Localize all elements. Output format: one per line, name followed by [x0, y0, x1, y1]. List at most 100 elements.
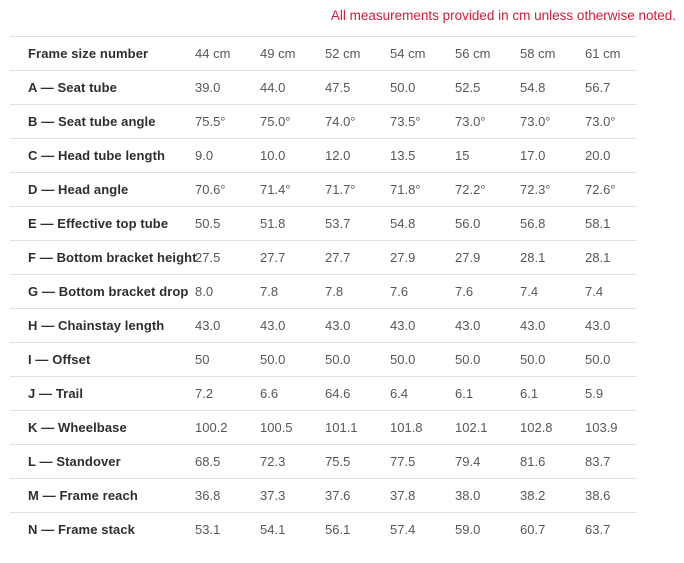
geometry-row-label: I — Offset — [28, 352, 91, 367]
geometry-value: 7.6 — [390, 284, 409, 299]
geometry-value: 81.6 — [520, 454, 546, 469]
geometry-value: 73.0° — [455, 114, 486, 129]
geometry-value: 75.5° — [195, 114, 226, 129]
geometry-value: 73.0° — [585, 114, 616, 129]
geometry-value: 64.6 — [325, 386, 351, 401]
geometry-row: H — Chainstay length 43.0 43.0 43.0 43.0 43.0… — [10, 308, 637, 342]
geometry-value: 38.0 — [455, 488, 481, 503]
geometry-row: F — Bottom bracket height 27.5 27.7 27.7 27.… — [10, 240, 637, 274]
frame-geometry-table: Frame size number 44 cm 49 cm 52 cm 54 cm 56… — [10, 36, 637, 546]
geometry-value: 75.5 — [325, 454, 351, 469]
geometry-value: 102.1 — [455, 420, 488, 435]
geometry-value: 59.0 — [455, 522, 481, 537]
geometry-value: 28.1 — [585, 250, 611, 265]
geometry-value: 71.4° — [260, 182, 291, 197]
geometry-row-label: K — Wheelbase — [28, 420, 127, 435]
geometry-value: 100.2 — [195, 420, 228, 435]
geometry-row: B — Seat tube angle 75.5° 75.0° 74.0° 73.5° 7… — [10, 104, 637, 138]
geometry-row-label: A — Seat tube — [28, 80, 117, 95]
geometry-value: 63.7 — [585, 522, 611, 537]
geometry-value: 70.6° — [195, 182, 226, 197]
geometry-row-label: H — Chainstay length — [28, 318, 165, 333]
geometry-value: 27.9 — [390, 250, 416, 265]
geometry-value: 17.0 — [520, 148, 546, 163]
geometry-value: 50 — [195, 352, 210, 367]
measurements-unit-note: All measurements provided in cm unless o… — [330, 8, 676, 23]
geometry-value: 50.5 — [195, 216, 221, 231]
geometry-value: 20.0 — [585, 148, 611, 163]
geometry-value: 7.6 — [455, 284, 474, 299]
size-column-header: 54 cm — [390, 46, 426, 61]
geometry-value: 28.1 — [520, 250, 546, 265]
geometry-value: 53.7 — [325, 216, 351, 231]
geometry-row-label: L — Standover — [28, 454, 121, 469]
geometry-value: 38.2 — [520, 488, 546, 503]
geometry-value: 103.9 — [585, 420, 618, 435]
geometry-value: 72.6° — [585, 182, 616, 197]
geometry-value: 50.0 — [455, 352, 481, 367]
geometry-row-label: E — Effective top tube — [28, 216, 169, 231]
geometry-value: 27.9 — [455, 250, 481, 265]
geometry-value: 8.0 — [195, 284, 214, 299]
geometry-row: C — Head tube length 9.0 10.0 12.0 13.5 15 17.… — [10, 138, 637, 172]
geometry-value: 50.0 — [390, 352, 416, 367]
geometry-value: 43.0 — [390, 318, 416, 333]
geometry-value: 54.8 — [520, 80, 546, 95]
frame-size-header-label: Frame size number — [28, 46, 149, 61]
geometry-row-label: D — Head angle — [28, 182, 129, 197]
geometry-value: 27.7 — [260, 250, 286, 265]
geometry-value: 60.7 — [520, 522, 546, 537]
geometry-value: 27.5 — [195, 250, 221, 265]
size-column-header: 56 cm — [455, 46, 491, 61]
geometry-value: 72.3 — [260, 454, 286, 469]
geometry-value: 7.8 — [325, 284, 344, 299]
geometry-value: 50.0 — [520, 352, 546, 367]
geometry-row-label: J — Trail — [28, 386, 84, 401]
geometry-value: 77.5 — [390, 454, 416, 469]
table-body: A — Seat tube 39.0 44.0 47.5 50.0 52.5 54.8 56.… — [10, 70, 637, 546]
geometry-row-label: C — Head tube length — [28, 148, 166, 163]
geometry-value: 7.4 — [585, 284, 604, 299]
geometry-value: 58.1 — [585, 216, 611, 231]
geometry-value: 9.0 — [195, 148, 214, 163]
geometry-value: 43.0 — [325, 318, 351, 333]
geometry-value: 37.6 — [325, 488, 351, 503]
geometry-value: 15 — [455, 148, 470, 163]
geometry-row: I — Offset 50 50.0 50.0 50.0 50.0 50.0 50.0 — [10, 342, 637, 376]
geometry-value: 6.4 — [390, 386, 409, 401]
geometry-row-label: B — Seat tube angle — [28, 114, 156, 129]
size-column-header: 44 cm — [195, 46, 231, 61]
geometry-row: A — Seat tube 39.0 44.0 47.5 50.0 52.5 54.8 56.… — [10, 70, 637, 104]
geometry-row: J — Trail 7.2 6.6 64.6 6.4 6.1 6.1 5.9 — [10, 376, 637, 410]
geometry-row: G — Bottom bracket drop 8.0 7.8 7.8 7.6 7.6 7.… — [10, 274, 637, 308]
geometry-value: 43.0 — [520, 318, 546, 333]
geometry-value: 5.9 — [585, 386, 604, 401]
geometry-value: 57.4 — [390, 522, 416, 537]
geometry-value: 44.0 — [260, 80, 286, 95]
geometry-value: 13.5 — [390, 148, 416, 163]
geometry-value: 43.0 — [455, 318, 481, 333]
table-header-row: Frame size number 44 cm 49 cm 52 cm 54 cm 56… — [10, 36, 637, 70]
geometry-row-label: F — Bottom bracket height — [28, 250, 197, 265]
geometry-value: 43.0 — [260, 318, 286, 333]
geometry-row: L — Standover 68.5 72.3 75.5 77.5 79.4 81.6 83.… — [10, 444, 637, 478]
geometry-value: 72.2° — [455, 182, 486, 197]
geometry-value: 79.4 — [455, 454, 481, 469]
geometry-value: 50.0 — [260, 352, 286, 367]
geometry-value: 72.3° — [520, 182, 551, 197]
geometry-value: 83.7 — [585, 454, 611, 469]
geometry-row: K — Wheelbase 100.2 100.5 101.1 101.8 102.1 10… — [10, 410, 637, 444]
geometry-value: 52.5 — [455, 80, 481, 95]
geometry-value: 39.0 — [195, 80, 221, 95]
geometry-value: 38.6 — [585, 488, 611, 503]
geometry-value: 56.0 — [455, 216, 481, 231]
geometry-value: 7.2 — [195, 386, 214, 401]
geometry-value: 54.8 — [390, 216, 416, 231]
size-column-header: 52 cm — [325, 46, 361, 61]
geometry-value: 102.8 — [520, 420, 553, 435]
geometry-value: 10.0 — [260, 148, 286, 163]
geometry-value: 50.0 — [390, 80, 416, 95]
geometry-value: 51.8 — [260, 216, 286, 231]
geometry-value: 43.0 — [585, 318, 611, 333]
